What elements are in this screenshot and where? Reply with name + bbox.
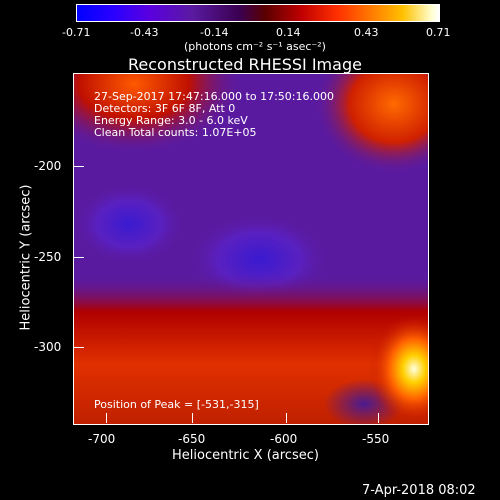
colorbar-unit: (photons cm⁻² s⁻¹ asec⁻²) <box>184 40 326 53</box>
colorbar-tick: -0.43 <box>130 26 159 39</box>
colorbar-tick: -0.71 <box>62 26 91 39</box>
plot-title: Reconstructed RHESSI Image <box>128 55 362 74</box>
info-time: 27-Sep-2017 17:47:16.000 to 17:50:16.000 <box>94 90 334 103</box>
timestamp: 7-Apr-2018 08:02 <box>362 483 476 498</box>
y-tick-label: -250 <box>34 250 62 264</box>
info-peak: Position of Peak = [-531,-315] <box>94 398 259 411</box>
y-tick-mark <box>74 257 84 258</box>
colorbar <box>76 4 440 22</box>
x-tick-mark <box>106 413 107 423</box>
info-detectors: Detectors: 3F 6F 8F, Att 0 <box>94 102 236 115</box>
x-tick-mark <box>192 413 193 423</box>
x-tick-mark <box>286 413 287 423</box>
y-tick-mark <box>74 347 84 348</box>
colorbar-tick: 0.43 <box>354 26 379 39</box>
y-tick-label: -200 <box>34 159 62 173</box>
emission-top-left <box>74 74 244 154</box>
emission-top-right <box>314 74 428 174</box>
emission-peak <box>369 314 428 424</box>
x-tick-label: -650 <box>178 432 206 446</box>
colorbar-tick: 0.71 <box>426 26 451 39</box>
x-tick-label: -550 <box>362 432 390 446</box>
colorbar-tick: -0.14 <box>200 26 229 39</box>
y-tick-label: -300 <box>34 340 62 354</box>
image-plot: 27-Sep-2017 17:47:16.000 to 17:50:16.000… <box>73 73 429 425</box>
heatmap-image <box>74 74 428 424</box>
x-tick-mark <box>378 413 379 423</box>
x-axis-label: Heliocentric X (arcsec) <box>172 448 319 463</box>
colorbar-tick: 0.14 <box>276 26 301 39</box>
y-tick-mark <box>74 166 84 167</box>
info-energy: Energy Range: 3.0 - 6.0 keV <box>94 114 248 127</box>
x-tick-label: -700 <box>88 432 116 446</box>
low-region-left <box>74 184 184 264</box>
info-clean: Clean Total counts: 1.07E+05 <box>94 126 257 139</box>
y-axis-label: Heliocentric Y (arcsec) <box>18 184 34 331</box>
x-tick-label: -600 <box>270 432 298 446</box>
